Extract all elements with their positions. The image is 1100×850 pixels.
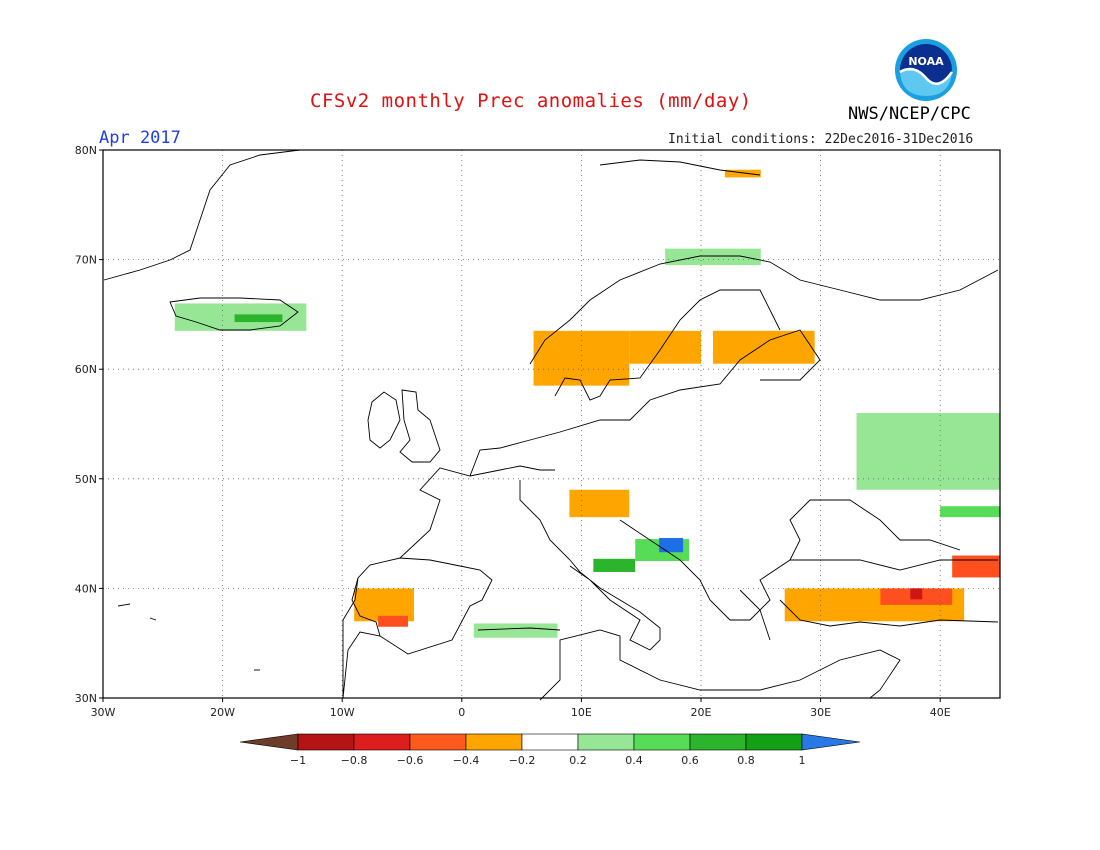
lat-tick-label: 30N (75, 692, 97, 705)
lat-tick-label: 60N (75, 363, 97, 376)
legend-color-box (465, 733, 523, 751)
legend-color-box (633, 733, 691, 751)
legend-color-box (353, 733, 411, 751)
anomaly-region-italy-central (593, 558, 636, 572)
lon-tick-label: 20E (691, 706, 712, 719)
anomaly-region-russia-west (856, 413, 1000, 490)
anomaly-region-iceland-core (234, 314, 283, 323)
legend-label: −0.4 (453, 754, 480, 767)
anomaly-region-caucasus (952, 555, 1000, 578)
lat-tick-label: 80N (75, 144, 97, 157)
lat-tick-label: 50N (75, 473, 97, 486)
legend-label: 1 (799, 754, 806, 767)
lon-tick-label: 0 (458, 706, 465, 719)
lon-tick-label: 30W (91, 706, 116, 719)
forecast-period: Apr 2017 (99, 128, 181, 148)
coastlines (103, 149, 999, 701)
lon-tick-label: 10W (330, 706, 355, 719)
legend-color-box (745, 733, 803, 751)
anomaly-region-bosnia (659, 537, 684, 553)
lon-tick-label: 20W (210, 706, 235, 719)
lat-tick-label: 40N (75, 582, 97, 595)
lat-tick-label: 70N (75, 254, 97, 267)
initial-conditions: Initial conditions: 22Dec2016-31Dec2016 (668, 132, 974, 147)
anomaly-regions (174, 169, 1000, 638)
legend-label: 0.4 (625, 754, 643, 767)
anomaly-region-finland (712, 330, 815, 364)
lon-tick-label: 10E (571, 706, 592, 719)
map-frame (102, 149, 1001, 699)
anomaly-region-north-africa (473, 623, 558, 638)
org-label: NWS/NCEP/CPC (848, 104, 971, 124)
legend-under-arrow (239, 733, 299, 751)
legend-label: −0.8 (341, 754, 368, 767)
anomaly-region-spain-southwest (378, 615, 408, 627)
legend-label: 0.2 (569, 754, 587, 767)
legend-label: −0.2 (509, 754, 536, 767)
legend-over-arrow (801, 733, 861, 751)
legend-color-box (521, 733, 579, 751)
legend-label: −1 (290, 754, 306, 767)
anomaly-region-russia-southwest (940, 506, 1000, 518)
legend-label: −0.6 (397, 754, 424, 767)
legend-color-box (297, 733, 355, 751)
lon-tick-label: 40E (930, 706, 951, 719)
lon-tick-label: 30E (810, 706, 831, 719)
legend-color-box (409, 733, 467, 751)
legend-label: 0.8 (737, 754, 755, 767)
noaa-logo-icon: NOAA (895, 39, 957, 101)
anomaly-region-alps (569, 489, 630, 518)
legend-color-box (689, 733, 747, 751)
anomaly-region-turkey-core (910, 588, 923, 600)
anomaly-region-north-norway (665, 248, 761, 266)
anomaly-region-sweden-central (629, 330, 701, 364)
legend-color-box (577, 733, 635, 751)
legend-label: 0.6 (681, 754, 699, 767)
logo-text: NOAA (908, 55, 944, 68)
chart-title: CFSv2 monthly Prec anomalies (mm/day) (310, 90, 752, 112)
anomaly-region-norway-south (533, 330, 630, 386)
anomaly-region-svalbard (724, 169, 761, 178)
